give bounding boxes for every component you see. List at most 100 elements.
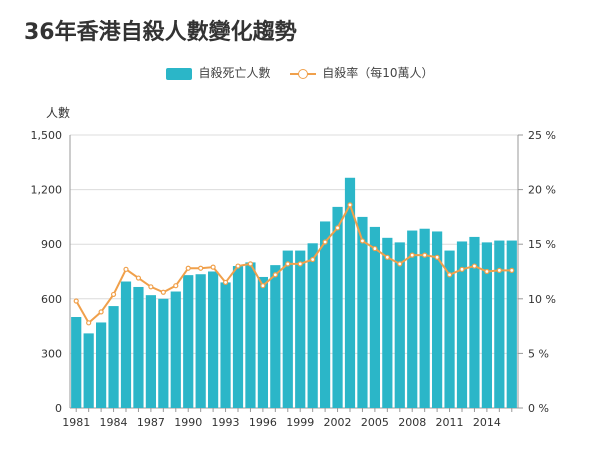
rate-point[interactable]: [409, 252, 415, 258]
bar[interactable]: [295, 250, 306, 408]
bar[interactable]: [307, 243, 318, 408]
x-tick-label: 2011: [436, 416, 464, 429]
rate-point[interactable]: [397, 261, 403, 267]
rate-point[interactable]: [359, 238, 366, 244]
rate-point[interactable]: [235, 263, 241, 269]
rate-point[interactable]: [285, 261, 291, 267]
rate-point[interactable]: [272, 272, 278, 278]
rate-point[interactable]: [260, 283, 266, 289]
rate-point[interactable]: [297, 261, 303, 267]
rate-point[interactable]: [322, 239, 328, 245]
rate-point[interactable]: [509, 267, 515, 274]
y-right-tick-label: 15 %: [528, 238, 556, 251]
bar[interactable]: [444, 250, 455, 408]
rate-point[interactable]: [198, 265, 204, 271]
rate-point[interactable]: [496, 267, 502, 274]
x-tick-label: 2002: [324, 416, 352, 429]
rate-point[interactable]: [173, 283, 179, 289]
bar[interactable]: [158, 298, 169, 408]
bar[interactable]: [494, 240, 505, 408]
rate-point[interactable]: [422, 252, 428, 258]
bar[interactable]: [481, 242, 492, 408]
rate-point[interactable]: [222, 279, 229, 286]
bar[interactable]: [170, 291, 181, 408]
y-left-tick-label: 600: [41, 293, 62, 306]
bar[interactable]: [469, 236, 480, 408]
y-left-tick-label: 300: [41, 347, 62, 360]
rate-point[interactable]: [185, 265, 191, 271]
bar[interactable]: [282, 250, 293, 408]
bar[interactable]: [394, 242, 405, 408]
rate-point[interactable]: [372, 245, 378, 252]
rate-point[interactable]: [310, 256, 316, 263]
bar[interactable]: [320, 221, 331, 408]
rate-point[interactable]: [384, 254, 390, 260]
rate-point[interactable]: [459, 266, 465, 272]
rate-point[interactable]: [148, 284, 154, 290]
bar[interactable]: [270, 265, 281, 408]
bar[interactable]: [232, 266, 244, 408]
bar[interactable]: [183, 275, 194, 408]
rate-point[interactable]: [123, 266, 129, 272]
rate-point[interactable]: [73, 298, 79, 304]
y-left-tick-label: 1,200: [31, 184, 63, 197]
rate-point[interactable]: [347, 202, 353, 208]
rate-point[interactable]: [334, 225, 341, 231]
bar[interactable]: [220, 282, 231, 408]
bar[interactable]: [108, 306, 119, 408]
bar[interactable]: [419, 228, 430, 408]
bar[interactable]: [133, 286, 144, 408]
y-left-axis-title: 人數: [46, 106, 70, 120]
y-left-tick-label: 900: [41, 238, 62, 251]
bar[interactable]: [145, 295, 156, 408]
bar[interactable]: [369, 226, 380, 408]
rate-point[interactable]: [110, 291, 117, 298]
rate-point[interactable]: [434, 254, 440, 260]
rate-point[interactable]: [484, 268, 490, 275]
bar[interactable]: [83, 333, 94, 408]
bar[interactable]: [71, 317, 82, 408]
x-tick-label: 1984: [100, 416, 128, 429]
bar[interactable]: [96, 322, 107, 408]
rate-point[interactable]: [135, 275, 142, 281]
x-tick-label: 1996: [249, 416, 277, 429]
x-tick-label: 2008: [398, 416, 426, 429]
x-tick-label: 1987: [137, 416, 165, 429]
bar[interactable]: [208, 271, 219, 409]
rate-point[interactable]: [210, 264, 216, 270]
bar[interactable]: [506, 240, 517, 408]
x-tick-label: 1993: [212, 416, 240, 429]
bar[interactable]: [432, 231, 443, 408]
rate-point[interactable]: [98, 309, 104, 315]
bar[interactable]: [195, 274, 206, 408]
legend-bar-swatch: [166, 67, 193, 80]
bar[interactable]: [344, 177, 356, 408]
y-right-tick-label: 25 %: [528, 129, 556, 142]
rate-point[interactable]: [247, 261, 254, 267]
legend-item-deaths[interactable]: 自殺死亡人數: [166, 64, 270, 81]
legend-label-deaths: 自殺死亡人數: [198, 66, 271, 80]
bar[interactable]: [382, 237, 393, 408]
chart-title: 36年香港自殺人數變化趨勢: [24, 20, 297, 45]
x-tick-label: 1990: [174, 416, 202, 429]
rate-point[interactable]: [160, 289, 166, 295]
bar[interactable]: [120, 281, 132, 408]
bar[interactable]: [407, 230, 418, 408]
bar[interactable]: [357, 216, 368, 408]
x-tick-label: 2005: [361, 416, 389, 429]
rate-point[interactable]: [86, 320, 92, 326]
x-tick-label: 2014: [473, 416, 501, 429]
x-tick-label: 1999: [286, 416, 314, 429]
bar[interactable]: [456, 241, 468, 408]
rate-point[interactable]: [446, 272, 453, 278]
legend-label-rate: 自殺率（每10萬人）: [322, 66, 434, 80]
x-tick-label: 1981: [62, 416, 90, 429]
bar[interactable]: [245, 262, 256, 408]
legend-line-swatch: [290, 68, 317, 80]
rate-point[interactable]: [471, 263, 478, 269]
bar[interactable]: [332, 206, 343, 408]
y-right-tick-label: 20 %: [528, 184, 556, 197]
legend-item-rate[interactable]: 自殺率（每10萬人）: [290, 64, 434, 81]
bar[interactable]: [257, 276, 268, 408]
